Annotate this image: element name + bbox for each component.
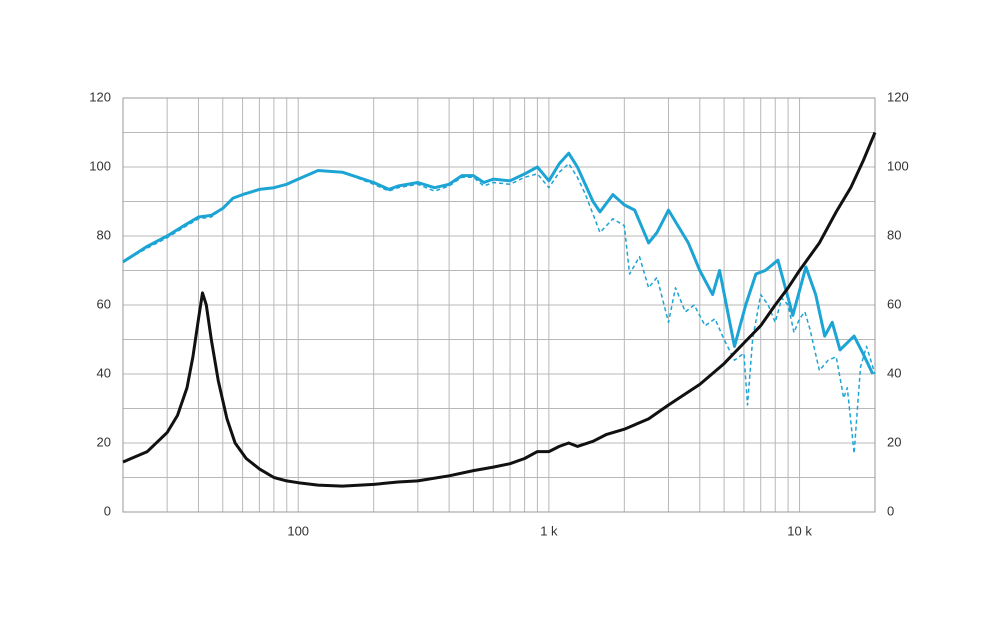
y2-tick-label: 40	[887, 365, 901, 380]
y2-tick-label: 20	[887, 434, 901, 449]
y-tick-label: 40	[97, 365, 111, 380]
y-tick-label: 100	[89, 158, 111, 173]
y-tick-label: 60	[97, 296, 111, 311]
y2-tick-label: 120	[887, 89, 909, 104]
y-tick-label: 0	[104, 503, 111, 518]
x-tick-label: 100	[287, 523, 309, 538]
y-tick-label: 20	[97, 434, 111, 449]
x-tick-label: 10 k	[787, 523, 812, 538]
y-tick-label: 80	[97, 227, 111, 242]
series-line	[122, 162, 876, 455]
y2-tick-label: 60	[887, 296, 901, 311]
y-tick-label: 120	[89, 89, 111, 104]
y2-tick-label: 80	[887, 227, 901, 242]
y2-tick-label: 0	[887, 503, 894, 518]
x-tick-label: 1 k	[540, 523, 558, 538]
y2-tick-label: 100	[887, 158, 909, 173]
plot-frame	[122, 97, 876, 513]
series-line	[122, 131, 877, 488]
